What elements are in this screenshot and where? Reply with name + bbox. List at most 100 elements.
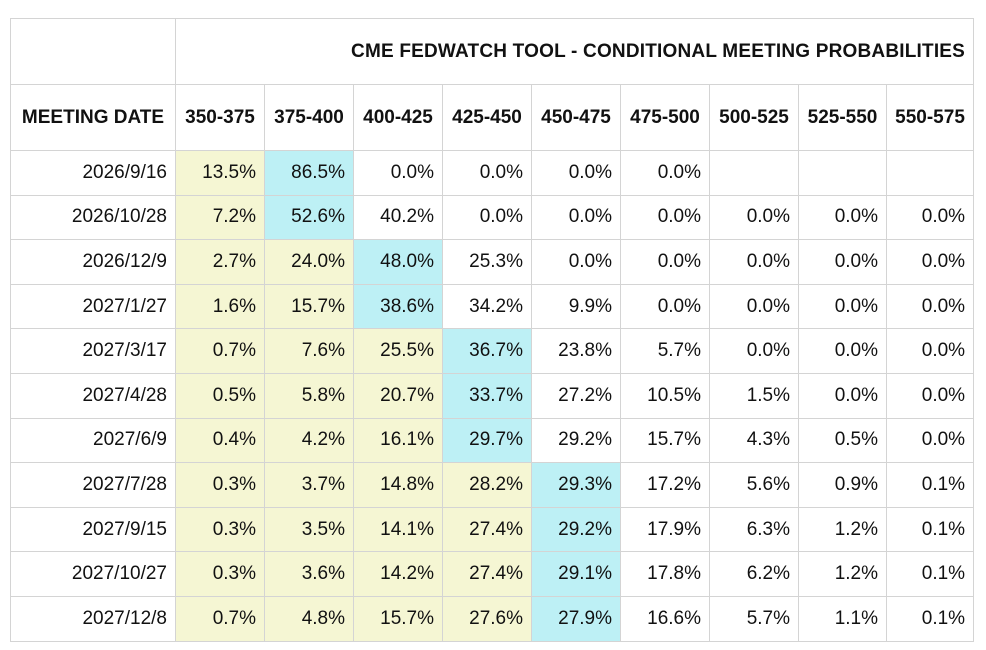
- column-header: 500-525: [709, 84, 799, 151]
- probability-cell: 29.3%: [531, 462, 621, 508]
- probability-cell: 0.5%: [175, 372, 265, 419]
- column-header: 525-550: [798, 84, 887, 151]
- meeting-date-cell: 2027/6/9: [10, 417, 176, 464]
- probability-cell: 23.8%: [531, 328, 621, 374]
- probability-cell: 29.1%: [531, 551, 621, 597]
- probability-cell: 0.0%: [353, 150, 443, 196]
- probability-cell: 0.0%: [798, 372, 887, 419]
- meeting-date-cell: 2027/3/17: [10, 328, 176, 374]
- probability-cell: 1.5%: [709, 372, 799, 419]
- probability-cell: 0.0%: [442, 150, 532, 196]
- probability-cell: [798, 150, 887, 196]
- probability-cell: 27.4%: [442, 551, 532, 597]
- probability-cell: 20.7%: [353, 372, 443, 419]
- table-row: 2027/10/27 0.3% 3.6% 14.2% 27.4% 29.1% 17.8% 6.…: [10, 551, 975, 597]
- probability-cell: 5.6%: [709, 462, 799, 508]
- probability-cell: 0.0%: [620, 239, 710, 285]
- probability-cell: 10.5%: [620, 372, 710, 419]
- probability-cell: 24.0%: [264, 239, 354, 285]
- probability-cell: 14.2%: [353, 551, 443, 597]
- probability-cell: 17.2%: [620, 462, 710, 508]
- probability-cell: 0.1%: [885, 595, 975, 642]
- probability-cell: 5.7%: [620, 328, 710, 374]
- probability-cell: 0.0%: [885, 328, 975, 374]
- probability-cell: 0.0%: [531, 239, 621, 285]
- probability-cell: 29.7%: [442, 417, 532, 464]
- probability-cell: 1.2%: [798, 506, 887, 553]
- probability-cell: 0.0%: [798, 328, 887, 374]
- probability-cell: 1.6%: [175, 283, 265, 330]
- probability-cell: 15.7%: [353, 595, 443, 642]
- probability-cell: 14.8%: [353, 462, 443, 508]
- table-row: 2027/12/8 0.7% 4.8% 15.7% 27.6% 27.9% 16.6% 5.7…: [10, 595, 975, 642]
- probability-cell: 3.5%: [264, 506, 354, 553]
- probability-cell: 40.2%: [353, 194, 443, 241]
- probability-cell: 0.9%: [798, 462, 887, 508]
- probability-cell: 0.0%: [798, 283, 887, 330]
- probability-cell: 34.2%: [442, 283, 532, 330]
- table-title: CME FEDWATCH TOOL - CONDITIONAL MEETING …: [174, 18, 975, 85]
- probability-cell: 5.8%: [264, 372, 354, 419]
- meeting-date-header: MEETING DATE: [10, 84, 176, 151]
- probability-cell: 3.6%: [264, 551, 354, 597]
- table-row: 2026/12/9 2.7% 24.0% 48.0% 25.3% 0.0% 0.0% 0.0%…: [10, 239, 975, 285]
- probability-cell: 0.7%: [175, 595, 265, 642]
- meeting-date-cell: 2027/9/15: [10, 506, 176, 553]
- column-header: 400-425: [353, 84, 443, 151]
- probability-cell: 29.2%: [531, 417, 621, 464]
- probability-cell: 86.5%: [264, 150, 354, 196]
- probability-cell: [709, 150, 799, 196]
- probability-cell: 17.8%: [620, 551, 710, 597]
- probability-cell: 9.9%: [531, 283, 621, 330]
- probability-table: CME FEDWATCH TOOL - CONDITIONAL MEETING …: [10, 18, 975, 642]
- probability-cell: 48.0%: [353, 239, 443, 285]
- probability-cell: 3.7%: [264, 462, 354, 508]
- column-header: 350-375: [175, 84, 265, 151]
- meeting-date-cell: 2027/4/28: [10, 372, 176, 419]
- probability-cell: 29.2%: [531, 506, 621, 553]
- probability-cell: 0.0%: [620, 194, 710, 241]
- probability-cell: 0.1%: [885, 462, 975, 508]
- probability-cell: [885, 150, 975, 196]
- probability-cell: 0.0%: [620, 150, 710, 196]
- table-row: 2027/9/15 0.3% 3.5% 14.1% 27.4% 29.2% 17.9% 6.3…: [10, 506, 975, 553]
- probability-cell: 0.0%: [885, 239, 975, 285]
- probability-cell: 0.0%: [709, 328, 799, 374]
- probability-cell: 27.2%: [531, 372, 621, 419]
- probability-cell: 36.7%: [442, 328, 532, 374]
- meeting-date-cell: 2026/10/28: [10, 194, 176, 241]
- probability-cell: 5.7%: [709, 595, 799, 642]
- probability-cell: 0.0%: [798, 239, 887, 285]
- table-row: 2027/3/17 0.7% 7.6% 25.5% 36.7% 23.8% 5.7% 0.0%…: [10, 328, 975, 374]
- meeting-date-cell: 2027/12/8: [10, 595, 176, 642]
- column-header: 475-500: [620, 84, 710, 151]
- probability-cell: 0.0%: [442, 194, 532, 241]
- meeting-date-cell: 2026/9/16: [10, 150, 176, 196]
- probability-cell: 0.1%: [885, 551, 975, 597]
- probability-cell: 0.0%: [798, 194, 887, 241]
- column-header: 375-400: [264, 84, 354, 151]
- probability-cell: 0.7%: [175, 328, 265, 374]
- probability-cell: 17.9%: [620, 506, 710, 553]
- probability-cell: 25.3%: [442, 239, 532, 285]
- probability-cell: 0.3%: [175, 551, 265, 597]
- probability-cell: 13.5%: [175, 150, 265, 196]
- probability-cell: 6.2%: [709, 551, 799, 597]
- probability-cell: 0.0%: [885, 194, 975, 241]
- meeting-date-cell: 2027/1/27: [10, 283, 176, 330]
- probability-cell: 0.0%: [709, 239, 799, 285]
- probability-cell: 0.0%: [885, 372, 975, 419]
- probability-cell: 25.5%: [353, 328, 443, 374]
- corner-cell: [10, 18, 176, 85]
- column-header: 550-575: [885, 84, 975, 151]
- probability-cell: 52.6%: [264, 194, 354, 241]
- probability-cell: 0.0%: [531, 194, 621, 241]
- probability-cell: 0.3%: [175, 506, 265, 553]
- table-row: 2027/7/28 0.3% 3.7% 14.8% 28.2% 29.3% 17.2% 5.6…: [10, 462, 975, 508]
- probability-cell: 1.1%: [798, 595, 887, 642]
- probability-cell: 4.2%: [264, 417, 354, 464]
- column-header: 425-450: [442, 84, 532, 151]
- column-header: 450-475: [531, 84, 621, 151]
- probability-cell: 16.6%: [620, 595, 710, 642]
- probability-cell: 4.8%: [264, 595, 354, 642]
